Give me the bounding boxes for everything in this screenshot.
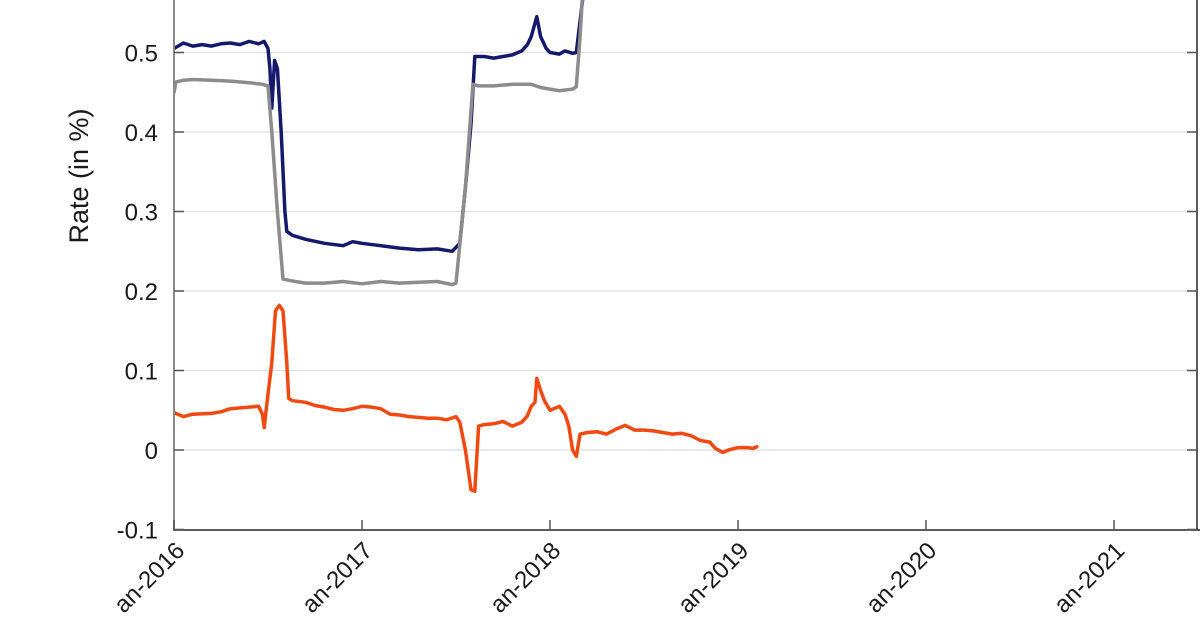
x-tick-label: an-2017 bbox=[297, 537, 378, 618]
x-tick-labels: an-2016 an-2017 an-2018 an-2019 an-2020 an-20… bbox=[109, 520, 1130, 619]
navy-series-line bbox=[174, 0, 585, 254]
x-tick-label: an-2016 bbox=[109, 537, 190, 618]
x-tick-label: an-2020 bbox=[861, 537, 942, 618]
y-tick-label: 0.4 bbox=[125, 120, 158, 147]
series-lines bbox=[174, 0, 759, 494]
y-tick-label: 0.1 bbox=[125, 359, 158, 386]
y-tick-label: 0.2 bbox=[125, 279, 158, 306]
y-tick-label: 0.5 bbox=[125, 41, 158, 68]
y-tick-labels: -0.1 0 0.1 0.2 0.3 0.4 0.5 bbox=[117, 41, 1197, 545]
y-tick-label: 0 bbox=[145, 438, 158, 465]
gridlines bbox=[174, 51, 1197, 451]
x-tick-label: an-2018 bbox=[485, 537, 566, 618]
orange-series-line bbox=[174, 303, 759, 494]
x-tick-label: an-2019 bbox=[673, 537, 754, 618]
y-tick-label: -0.1 bbox=[117, 518, 158, 545]
x-tick-label: an-2021 bbox=[1049, 537, 1130, 618]
y-axis-label: Rate (in %) bbox=[64, 108, 94, 243]
y-tick-label: 0.3 bbox=[125, 200, 158, 227]
gray-series-line bbox=[174, 0, 584, 287]
